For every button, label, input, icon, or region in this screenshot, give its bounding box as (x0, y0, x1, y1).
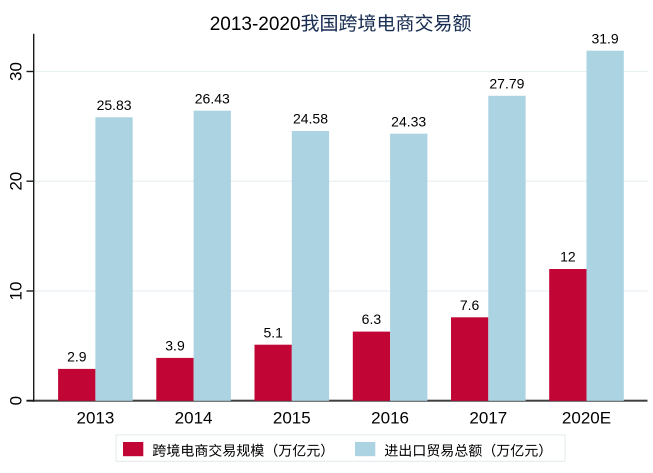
svg-text:12: 12 (560, 249, 576, 265)
svg-text:2017: 2017 (469, 408, 507, 427)
svg-text:30: 30 (6, 62, 25, 81)
svg-text:2016: 2016 (371, 408, 409, 427)
svg-text:27.79: 27.79 (489, 75, 524, 91)
svg-text:25.83: 25.83 (97, 97, 132, 113)
svg-text:26.43: 26.43 (195, 90, 230, 106)
svg-text:5.1: 5.1 (263, 324, 283, 340)
svg-text:2020E: 2020E (562, 408, 611, 427)
svg-text:20: 20 (6, 172, 25, 191)
svg-text:3.9: 3.9 (165, 338, 185, 354)
svg-text:31.9: 31.9 (591, 30, 618, 46)
svg-text:10: 10 (6, 282, 25, 301)
svg-text:24.33: 24.33 (391, 113, 426, 129)
svg-text:2014: 2014 (175, 408, 213, 427)
svg-text:24.58: 24.58 (293, 111, 328, 127)
svg-text:0: 0 (6, 396, 25, 405)
svg-text:2013-2020: 2013-2020 (210, 14, 301, 35)
svg-text:2015: 2015 (273, 408, 311, 427)
svg-text:2013: 2013 (76, 408, 114, 427)
svg-text:6.3: 6.3 (362, 311, 382, 327)
svg-text:7.6: 7.6 (460, 297, 480, 313)
svg-text:2.9: 2.9 (67, 349, 87, 365)
